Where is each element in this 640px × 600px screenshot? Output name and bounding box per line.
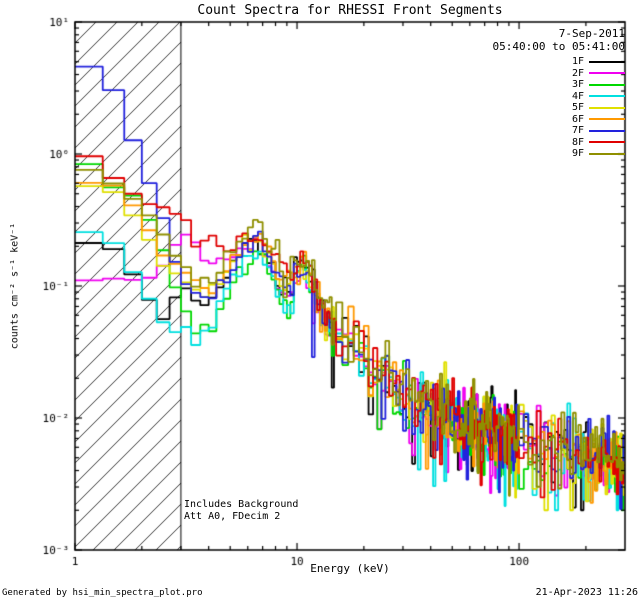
legend-item-swatch [589, 106, 625, 109]
legend-item-label: 4F [571, 90, 584, 102]
legend-item-swatch [589, 83, 625, 86]
legend: 1F 2F 3F 4F 5F 6F 7F 8F 9F [572, 56, 625, 160]
plot-timestamp: 21-Apr-2023 11:26 [535, 587, 638, 598]
legend-item-3f: 3F [572, 79, 625, 91]
legend-item-swatch [589, 60, 625, 63]
y-axis-label: counts cm⁻² s⁻¹ keV⁻¹ [9, 222, 21, 350]
legend-item-8f: 8F [572, 137, 625, 149]
legend-item-5f: 5F [572, 102, 625, 114]
legend-item-2f: 2F [572, 68, 625, 80]
x-axis-label: Energy (keV) [310, 562, 390, 575]
legend-item-label: 7F [571, 125, 584, 137]
legend-item-9f: 9F [572, 148, 625, 160]
generator-credit: Generated by hsi_min_spectra_plot.pro [2, 588, 203, 598]
legend-item-label: 3F [571, 79, 584, 91]
legend-item-4f: 4F [572, 91, 625, 103]
observation-date: 7-Sep-2011 [558, 27, 625, 40]
legend-item-label: 1F [571, 56, 584, 68]
annotation-includes-background: Includes Background [184, 499, 299, 510]
legend-item-label: 2F [571, 67, 584, 79]
legend-item-swatch [589, 118, 625, 121]
legend-item-swatch [589, 95, 625, 98]
legend-item-7f: 7F [572, 125, 625, 137]
legend-item-6f: 6F [572, 114, 625, 126]
legend-item-swatch [589, 152, 625, 155]
legend-item-label: 8F [571, 136, 584, 148]
legend-item-1f: 1F [572, 56, 625, 68]
legend-item-swatch [589, 129, 625, 132]
legend-item-label: 6F [571, 113, 584, 125]
legend-item-label: 9F [571, 148, 584, 160]
legend-item-swatch [589, 141, 625, 144]
legend-item-label: 5F [571, 102, 584, 114]
chart-title: Count Spectra for RHESSI Front Segments [197, 3, 503, 18]
annotation-attenuator-state: Att A0, FDecim 2 [184, 511, 281, 522]
observation-time-range: 05:40:00 to 05:41:00 [492, 40, 625, 53]
legend-item-swatch [589, 72, 625, 75]
